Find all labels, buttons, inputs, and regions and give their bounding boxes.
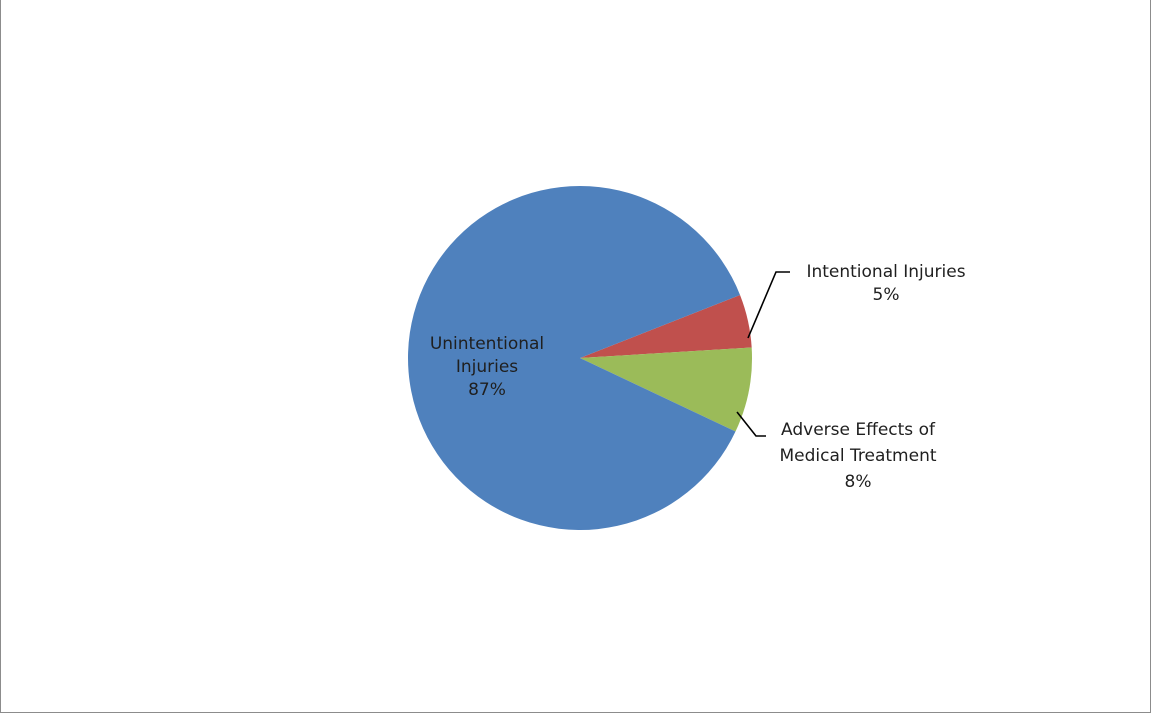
leader-line-adverse-effects bbox=[736, 411, 766, 437]
pie-slice-unintentional-injuries bbox=[407, 186, 741, 531]
data-label-unintentional-injuries-line-2: Injuries bbox=[456, 357, 518, 377]
data-label-intentional-injuries-line-1: Intentional Injuries bbox=[806, 262, 965, 282]
pie-slice-adverse-effects bbox=[580, 347, 753, 432]
data-label-unintentional-injuries-line-3: 87% bbox=[468, 380, 506, 400]
data-label-intentional-injuries-line-2: 5% bbox=[873, 285, 900, 305]
pie-slice-intentional-injuries bbox=[580, 294, 752, 358]
data-label-adverse-effects-line-2: Medical Treatment bbox=[779, 446, 936, 466]
data-label-adverse-effects-line-1: Adverse Effects of bbox=[781, 420, 936, 440]
leader-line-intentional-injuries bbox=[747, 271, 790, 339]
data-label-unintentional-injuries-line-1: Unintentional bbox=[430, 334, 544, 354]
data-label-adverse-effects-line-3: 8% bbox=[845, 472, 872, 492]
